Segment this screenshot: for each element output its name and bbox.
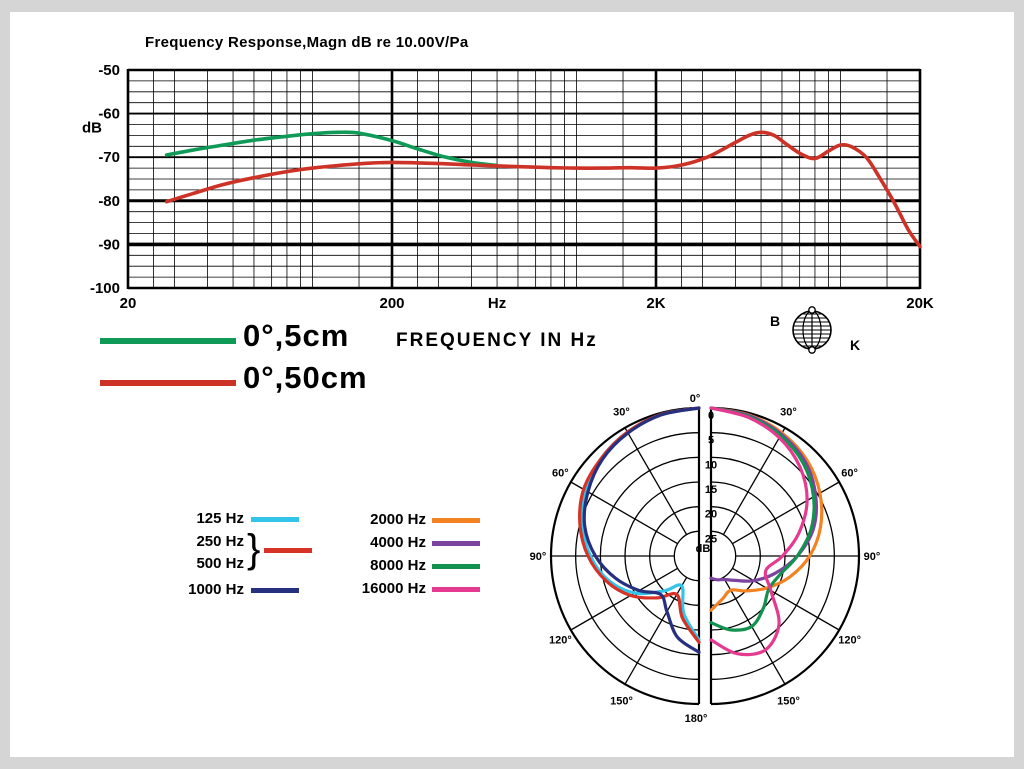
svg-text:dB: dB [82,120,102,137]
x-axis-title: FREQUENCY IN Hz [396,330,598,351]
fr-series-1 [164,130,922,249]
polar-legend-label-500hz: 500 Hz [196,555,244,572]
svg-text:15: 15 [705,484,717,496]
svg-text:200: 200 [379,295,404,312]
polar-series-16000-hz [709,406,809,657]
fr-grid [126,68,922,290]
svg-text:150°: 150° [610,696,633,708]
polar-legend-label-8000hz: 8000 Hz [370,557,426,574]
svg-text:Hz: Hz [488,295,506,312]
svg-text:20K: 20K [906,295,934,312]
svg-text:-70: -70 [98,149,120,166]
polar-legend-swatch-4000hz [432,541,480,546]
bk-logo-letter-b: B [770,313,780,329]
svg-text:120°: 120° [549,635,572,647]
polar-legend-swatch-8000hz [432,564,480,569]
polar-legend-swatch-250-500hz [264,548,312,553]
polar-series-1000-hz [582,406,701,654]
fr-legend-label-5cm: 0°,5cm [243,318,350,353]
svg-text:10: 10 [705,459,717,471]
svg-text:-80: -80 [98,193,120,210]
polar-legend-swatch-125hz [251,517,299,522]
polar-legend-swatch-1000hz [251,588,299,593]
polar-legend-label-250hz: 250 Hz [196,533,244,550]
svg-text:5: 5 [708,435,714,447]
polar-series-125-hz [580,406,701,642]
fr-legend-swatch-50cm [100,380,236,386]
svg-text:-60: -60 [98,106,120,123]
frequency-response-chart: -50 -60 -70 -80 -90 -100 dB 20 200 Hz 2K 20K [82,62,934,312]
bk-logo: B K [770,306,860,354]
fr-legend-label-50cm: 0°,50cm [243,360,368,395]
svg-text:-90: -90 [98,236,120,253]
svg-text:0: 0 [708,410,714,422]
polar-series-8000-hz [709,406,816,632]
svg-text:0°: 0° [690,393,701,405]
polar-legend-label-2000hz: 2000 Hz [370,511,426,528]
polar-legend-label-4000hz: 4000 Hz [370,534,426,551]
polar-legend-label-16000hz: 16000 Hz [361,580,426,597]
svg-text:25: 25 [705,533,717,545]
bk-logo-letter-k: K [850,337,860,353]
svg-text:2K: 2K [646,295,665,312]
fr-chart-title: Frequency Response,Magn dB re 10.00V/Pa [145,34,469,51]
svg-text:150°: 150° [777,696,800,708]
svg-text:30°: 30° [780,406,797,418]
svg-text:20: 20 [705,509,717,521]
polar-legend-swatch-16000hz [432,587,480,592]
svg-text:dB: dB [696,543,711,555]
svg-text:-50: -50 [98,62,120,79]
polar-half-left [549,406,701,706]
svg-text:30°: 30° [613,406,630,418]
fr-legend-swatch-5cm [100,338,236,344]
svg-text:60°: 60° [841,468,858,480]
polar-half-right [709,406,861,706]
polar-legend-label-125hz: 125 Hz [196,510,244,527]
fr-series-0 [164,130,499,168]
svg-text:180°: 180° [685,713,708,725]
bk-logo-top-pole [808,306,816,314]
polar-legend-label-1000hz: 1000 Hz [188,581,244,598]
bk-logo-bottom-pole [808,346,816,354]
fr-tick-labels: -50 -60 -70 -80 -90 -100 dB 20 200 Hz 2K 20K [82,62,934,312]
svg-text:120°: 120° [838,635,861,647]
svg-text:-100: -100 [90,280,120,297]
svg-text:20: 20 [120,295,137,312]
svg-text:90°: 90° [864,551,881,563]
svg-text:90°: 90° [530,551,547,563]
polar-legend-group-brace: } [247,527,261,571]
svg-text:60°: 60° [552,468,569,480]
polar-legend-swatch-2000hz [432,518,480,523]
